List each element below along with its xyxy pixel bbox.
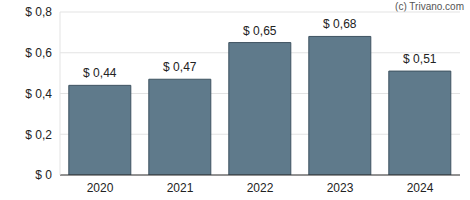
svg-text:$ 0,44: $ 0,44 [83, 66, 117, 80]
svg-text:2024: 2024 [407, 181, 434, 195]
svg-text:2022: 2022 [247, 181, 274, 195]
svg-text:$ 0,8: $ 0,8 [25, 5, 52, 19]
svg-text:$ 0,2: $ 0,2 [25, 128, 52, 142]
svg-text:2021: 2021 [167, 181, 194, 195]
svg-text:$ 0,47: $ 0,47 [163, 60, 197, 74]
svg-text:$ 0,6: $ 0,6 [25, 46, 52, 60]
svg-text:$ 0,51: $ 0,51 [403, 52, 437, 66]
svg-text:$ 0,68: $ 0,68 [323, 17, 357, 31]
svg-text:2020: 2020 [87, 181, 114, 195]
svg-text:2023: 2023 [327, 181, 354, 195]
svg-text:$ 0: $ 0 [35, 168, 52, 182]
html-text:(c) Trivano.com: (c) Trivano.com [395, 1, 464, 12]
svg-text:$ 0,4: $ 0,4 [25, 87, 52, 101]
svg-text:$ 0,65: $ 0,65 [243, 24, 277, 38]
